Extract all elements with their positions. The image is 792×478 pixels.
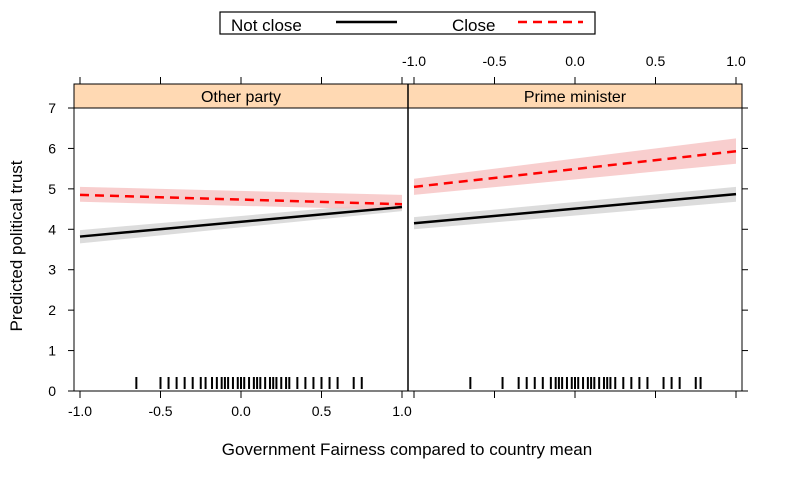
y-tick-label: 5 [48, 181, 56, 197]
x-tick-label-top: 1.0 [726, 53, 746, 69]
legend-label-close: Close [452, 16, 495, 35]
y-tick-label: 7 [48, 100, 56, 116]
line-not-close-prime-minister [413, 192, 737, 225]
band-close-other-party [80, 186, 402, 210]
y-tick-label: 6 [48, 140, 56, 156]
strip-other-party [73, 83, 409, 109]
line-close-prime-minister [413, 150, 737, 189]
line-not-close-other-party [79, 205, 403, 238]
x-tick-label-bottom: 1.0 [392, 403, 412, 419]
legend: Not close Close [219, 11, 596, 35]
line-close-other-party [79, 193, 403, 206]
x-axis-label: Government Fairness compared to country … [222, 440, 592, 459]
x-tick-label-top: 0.0 [565, 53, 585, 69]
x-tick-label-bottom: -1.0 [68, 403, 92, 419]
y-tick-label: 2 [48, 302, 56, 318]
x-tick-label-top: -1.0 [402, 53, 426, 69]
plot-marks [79, 138, 737, 389]
band-close-prime-minister [414, 138, 736, 195]
x-tick-label-bottom: 0.0 [231, 403, 251, 419]
legend-label-not-close: Not close [231, 16, 302, 35]
x-tick-label-bottom: 0.5 [312, 403, 332, 419]
y-axis-label: Predicted political trust [7, 160, 26, 331]
strip-title-other-party: Other party [201, 89, 281, 106]
x-tick-label-top: -0.5 [482, 53, 506, 69]
axes: 0 1 2 3 4 5 6 7 -1.0 -1.0 -0.5 -0.5 0.0 0.0 0.5 0.5 1.0 1… [48, 53, 748, 419]
strip-title-prime-minister: Prime minister [524, 89, 627, 106]
x-tick-label-top: 0.5 [646, 53, 666, 69]
y-tick-label: 4 [48, 221, 56, 237]
x-tick-label-bottom: -0.5 [148, 403, 172, 419]
y-tick-label: 3 [48, 262, 56, 278]
y-tick-label: 0 [48, 383, 56, 399]
y-tick-label: 1 [48, 343, 56, 359]
panel-frame-prime-minister [407, 83, 743, 392]
